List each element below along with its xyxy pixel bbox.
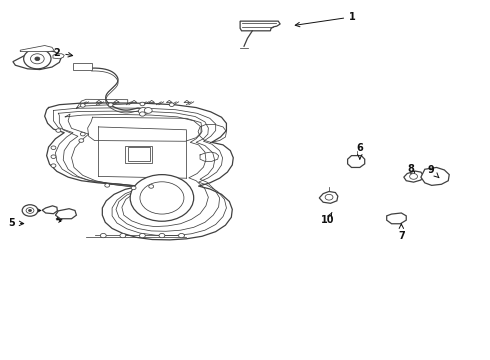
Polygon shape: [55, 209, 76, 219]
Circle shape: [51, 146, 56, 149]
Text: 10: 10: [321, 212, 335, 225]
Circle shape: [51, 164, 56, 167]
Circle shape: [80, 132, 85, 136]
Text: 3: 3: [24, 206, 41, 216]
Circle shape: [140, 182, 184, 214]
Polygon shape: [13, 50, 62, 69]
Text: 1: 1: [295, 12, 356, 27]
Circle shape: [105, 184, 110, 187]
Polygon shape: [20, 45, 54, 51]
Polygon shape: [166, 100, 172, 103]
Bar: [125, 145, 152, 163]
Circle shape: [79, 139, 84, 142]
Bar: [128, 147, 150, 161]
Circle shape: [140, 112, 146, 116]
Circle shape: [56, 129, 61, 132]
Circle shape: [22, 205, 38, 216]
Circle shape: [178, 233, 184, 238]
Circle shape: [120, 233, 126, 238]
Circle shape: [139, 108, 148, 115]
Polygon shape: [240, 21, 280, 31]
Circle shape: [145, 108, 152, 113]
Polygon shape: [404, 171, 423, 182]
Circle shape: [100, 233, 106, 238]
Polygon shape: [184, 100, 190, 103]
Circle shape: [51, 155, 56, 158]
Circle shape: [35, 57, 40, 60]
Circle shape: [24, 49, 51, 69]
Circle shape: [130, 175, 194, 221]
Text: 4: 4: [56, 215, 63, 224]
Circle shape: [325, 194, 333, 200]
Polygon shape: [114, 100, 120, 103]
Text: 9: 9: [427, 165, 439, 178]
Bar: [73, 63, 92, 69]
Circle shape: [108, 103, 113, 107]
Circle shape: [80, 104, 85, 107]
Text: 6: 6: [356, 143, 363, 159]
Polygon shape: [96, 100, 102, 103]
Circle shape: [169, 103, 174, 107]
Polygon shape: [131, 100, 137, 103]
Polygon shape: [42, 206, 57, 214]
Text: 8: 8: [408, 164, 415, 177]
Polygon shape: [319, 192, 338, 203]
Polygon shape: [421, 167, 449, 185]
Circle shape: [410, 174, 417, 179]
Circle shape: [159, 233, 165, 238]
Text: 2: 2: [53, 48, 73, 58]
Circle shape: [30, 54, 44, 64]
Polygon shape: [347, 156, 365, 167]
Circle shape: [28, 210, 31, 212]
Circle shape: [149, 185, 154, 188]
Polygon shape: [53, 54, 64, 59]
Polygon shape: [149, 100, 155, 103]
Polygon shape: [387, 213, 406, 224]
Text: 7: 7: [398, 224, 405, 240]
Circle shape: [140, 233, 146, 238]
Circle shape: [26, 208, 34, 213]
Circle shape: [131, 186, 136, 190]
Circle shape: [140, 102, 145, 106]
Text: 5: 5: [8, 218, 24, 228]
